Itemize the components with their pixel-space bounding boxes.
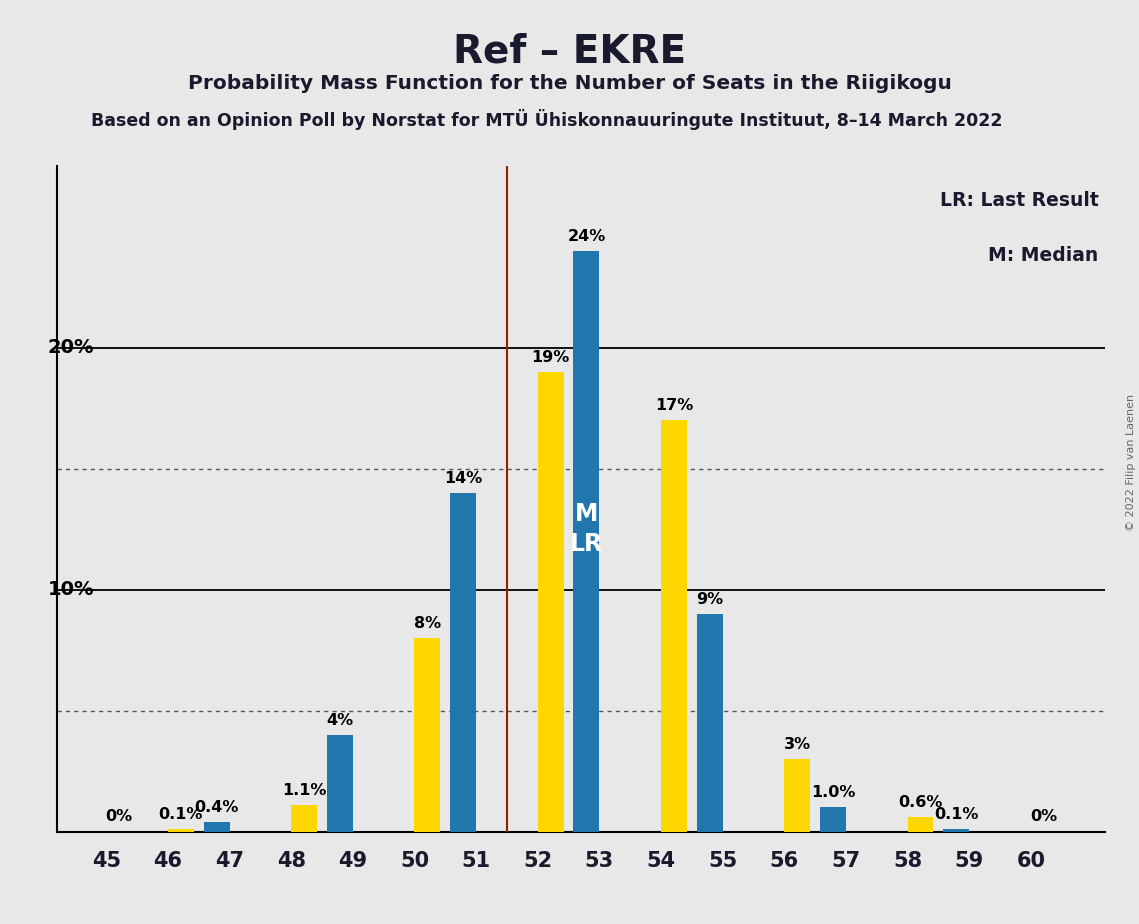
Bar	[450, 492, 476, 832]
Text: M
LR: M LR	[570, 503, 603, 556]
Text: 1.0%: 1.0%	[811, 785, 855, 800]
Text: LR: Last Result: LR: Last Result	[940, 190, 1099, 210]
Text: Probability Mass Function for the Number of Seats in the Riigikogu: Probability Mass Function for the Number…	[188, 74, 951, 93]
Bar	[908, 817, 934, 832]
Text: 10%: 10%	[48, 580, 95, 599]
Bar	[661, 420, 687, 832]
Bar	[327, 735, 353, 832]
Text: 9%: 9%	[696, 591, 723, 607]
Bar	[697, 614, 722, 832]
Text: Ref – EKRE: Ref – EKRE	[453, 32, 686, 70]
Text: 19%: 19%	[532, 349, 570, 365]
Text: 0.1%: 0.1%	[158, 807, 203, 822]
Text: Based on an Opinion Poll by Norstat for MTÜ Ühiskonnauuringute Instituut, 8–14 M: Based on an Opinion Poll by Norstat for …	[91, 109, 1002, 130]
Text: 3%: 3%	[784, 736, 811, 752]
Text: 8%: 8%	[413, 615, 441, 631]
Bar	[415, 638, 441, 832]
Text: 14%: 14%	[444, 470, 482, 486]
Text: 17%: 17%	[655, 398, 694, 413]
Text: 4%: 4%	[326, 712, 353, 727]
Text: 0%: 0%	[106, 809, 133, 824]
Text: 24%: 24%	[567, 229, 606, 244]
Text: © 2022 Filip van Laenen: © 2022 Filip van Laenen	[1126, 394, 1136, 530]
Bar	[292, 805, 317, 832]
Bar	[538, 372, 564, 832]
Bar	[943, 829, 969, 832]
Bar	[820, 808, 846, 832]
Text: M: Median: M: Median	[989, 246, 1099, 265]
Bar	[574, 251, 599, 832]
Bar	[204, 822, 230, 832]
Bar	[785, 759, 810, 832]
Text: 0.4%: 0.4%	[195, 799, 239, 815]
Text: 1.1%: 1.1%	[282, 783, 326, 797]
Text: 0.1%: 0.1%	[934, 807, 978, 822]
Text: 0%: 0%	[1031, 809, 1057, 824]
Bar	[167, 829, 194, 832]
Text: 20%: 20%	[48, 338, 95, 358]
Text: 0.6%: 0.6%	[899, 795, 943, 809]
